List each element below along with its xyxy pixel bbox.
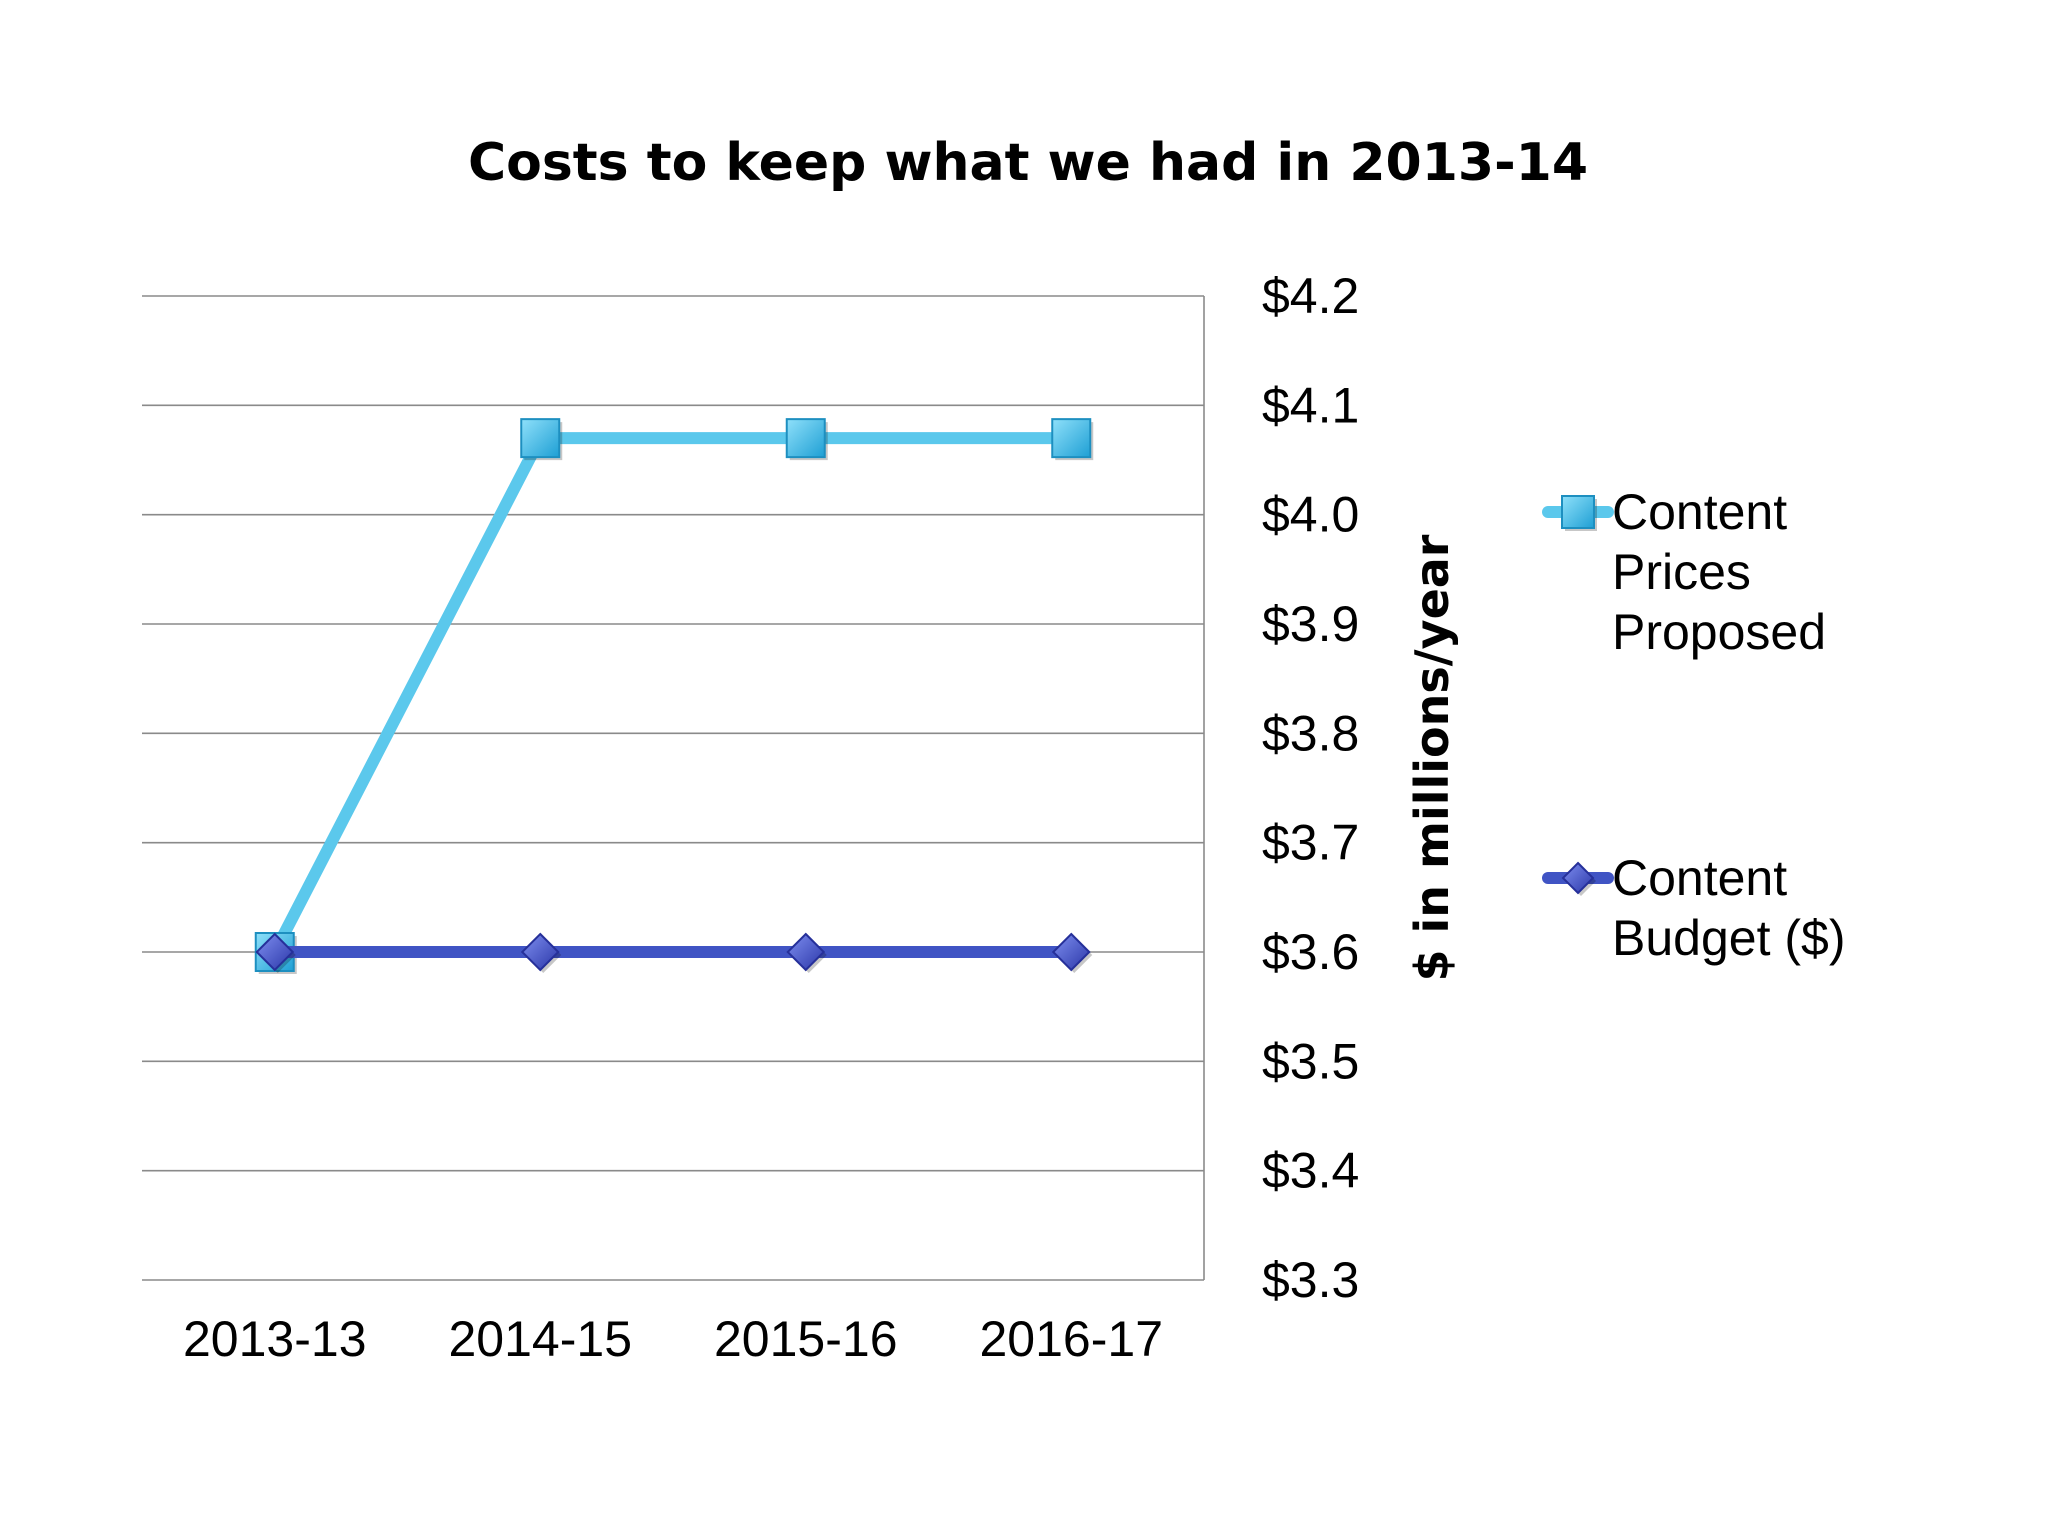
data-point-diamond bbox=[1561, 861, 1595, 895]
data-point-square bbox=[1561, 495, 1595, 529]
series-square bbox=[254, 418, 1094, 974]
y-tick-label: $4.1 bbox=[1262, 377, 1359, 433]
series-diamond bbox=[255, 932, 1093, 973]
series-line bbox=[268, 432, 1078, 958]
x-tick-label: 2016-17 bbox=[980, 1311, 1164, 1367]
y-tick-label: $3.9 bbox=[1262, 596, 1359, 652]
legend-label: Content bbox=[1612, 850, 1787, 906]
data-point-diamond bbox=[786, 932, 826, 972]
data-point-diamond bbox=[520, 932, 560, 972]
data-point-square bbox=[520, 418, 561, 459]
legend-label: Prices bbox=[1612, 544, 1751, 600]
data-point-diamond bbox=[1051, 932, 1091, 972]
x-tick-label: 2014-15 bbox=[449, 1311, 633, 1367]
x-axis-ticks: 2013-13 2014-15 2015-16 2016-17 bbox=[183, 1311, 1163, 1367]
chart-title: Costs to keep what we had in 2013-14 bbox=[468, 133, 1588, 193]
y-axis-label: $ in millions/year bbox=[1405, 534, 1459, 981]
y-tick-label: $3.3 bbox=[1262, 1252, 1359, 1308]
y-tick-label: $3.8 bbox=[1262, 705, 1359, 761]
y-tick-label: $3.5 bbox=[1262, 1033, 1359, 1089]
data-point-diamond bbox=[255, 932, 295, 972]
y-tick-label: $3.4 bbox=[1262, 1143, 1359, 1199]
x-tick-label: 2013-13 bbox=[183, 1311, 367, 1367]
legend-label: Budget ($) bbox=[1612, 910, 1845, 966]
x-tick-label: 2015-16 bbox=[714, 1311, 898, 1367]
data-point-square bbox=[1051, 418, 1092, 459]
y-axis-ticks: $4.2 $4.1 $4.0 $3.9 $3.8 $3.7 $3.6 $3.5 $3.4 $3.3 bbox=[1262, 268, 1359, 1308]
y-tick-label: $3.7 bbox=[1262, 815, 1359, 871]
legend-label: Proposed bbox=[1612, 604, 1826, 660]
y-tick-label: $4.2 bbox=[1262, 268, 1359, 324]
y-tick-label: $3.6 bbox=[1262, 924, 1359, 980]
data-point-square bbox=[785, 418, 826, 459]
legend-label: Content bbox=[1612, 484, 1787, 540]
y-tick-label: $4.0 bbox=[1262, 487, 1359, 543]
series-group bbox=[254, 418, 1094, 974]
